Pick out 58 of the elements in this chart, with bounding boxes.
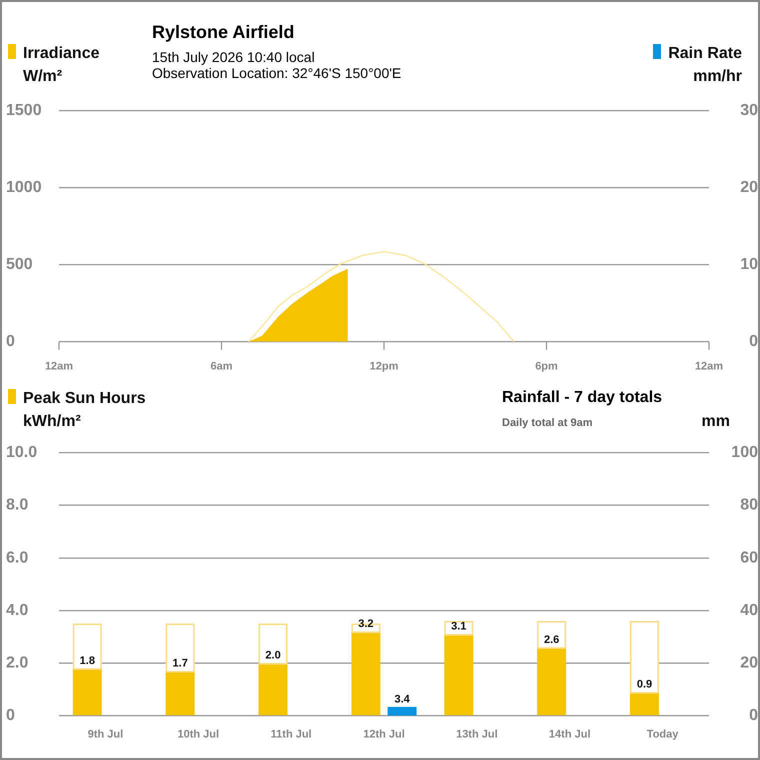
x-tick-label: 6pm (535, 360, 558, 372)
x-tick-label: 10th Jul (177, 728, 220, 740)
y2-tick-label: 100 (731, 444, 758, 462)
y-tick-label: 1500 (6, 102, 42, 120)
y2-axis-title: mm (702, 413, 730, 431)
y-axis-title: kWh/m² (23, 413, 81, 431)
bar (444, 634, 474, 716)
y2-tick-label: 20 (740, 179, 758, 196)
y-tick-label: 0 (6, 707, 15, 724)
bar (166, 671, 195, 716)
data-label: 1.7 (172, 658, 188, 670)
y-tick-label: 6.0 (6, 549, 28, 566)
legend-label: Peak Sun Hours (22, 389, 146, 408)
x-tick-label: 11th Jul (270, 728, 312, 740)
y-tick-label: 8.0 (6, 496, 28, 514)
bar (258, 663, 288, 716)
legend-label: Irradiance (22, 44, 100, 63)
y2-tick-label: 60 (740, 549, 758, 566)
y2-tick-label: 20 (740, 654, 758, 672)
y2-axis-title: mm/hr (693, 68, 742, 86)
chart-subtitle: Daily total at 9am (502, 416, 592, 431)
x-tick-label: 12am (694, 360, 724, 372)
x-tick-label: 12pm (370, 360, 399, 372)
bar (537, 647, 566, 716)
y-tick-label: 500 (6, 256, 33, 274)
chart-subtitle: 15th July 2026 10:40 local Observation Location: 32°46'S 150°00'E (152, 49, 402, 81)
y-tick-label: 4.0 (6, 602, 28, 619)
chart-title: Rylstone Airfield (152, 22, 294, 43)
y2-tick-label: 30 (740, 102, 758, 120)
x-tick-label: 12th Jul (363, 728, 405, 740)
bar (351, 632, 380, 716)
y2-tick-label: 40 (740, 602, 758, 619)
y-tick-label: 10.0 (6, 444, 38, 462)
data-label: 3.2 (358, 618, 374, 630)
data-label: 2.6 (544, 634, 560, 646)
y-axis-title: W/m² (23, 68, 62, 86)
y2-tick-label: 80 (740, 496, 758, 514)
data-label: 0.9 (636, 678, 652, 691)
x-tick-label: 13th Jul (456, 728, 498, 740)
y2-tick-label: 10 (740, 256, 758, 274)
chart-title: Rainfall - 7 day totals (502, 389, 662, 407)
data-label: 1.8 (80, 654, 95, 667)
y2-tick-label: 0 (749, 333, 758, 350)
bar (630, 692, 659, 716)
y-tick-label: 0 (6, 333, 15, 350)
y-tick-label: 2.0 (6, 654, 28, 672)
data-label: 3.4 (394, 693, 411, 706)
x-tick-label: 9th Jul (88, 728, 124, 740)
y-tick-label: 1000 (6, 179, 42, 196)
bar (72, 668, 102, 716)
legend-label: Rain Rate (667, 44, 742, 63)
x-tick-label: 12am (44, 360, 74, 372)
x-tick-label: Today (646, 728, 680, 740)
data-label: 3.1 (451, 620, 466, 633)
x-tick-label: 6am (210, 360, 233, 372)
x-tick-label: 14th Jul (548, 728, 591, 740)
y2-tick-label: 0 (749, 707, 758, 724)
data-label: 2.0 (265, 650, 281, 662)
